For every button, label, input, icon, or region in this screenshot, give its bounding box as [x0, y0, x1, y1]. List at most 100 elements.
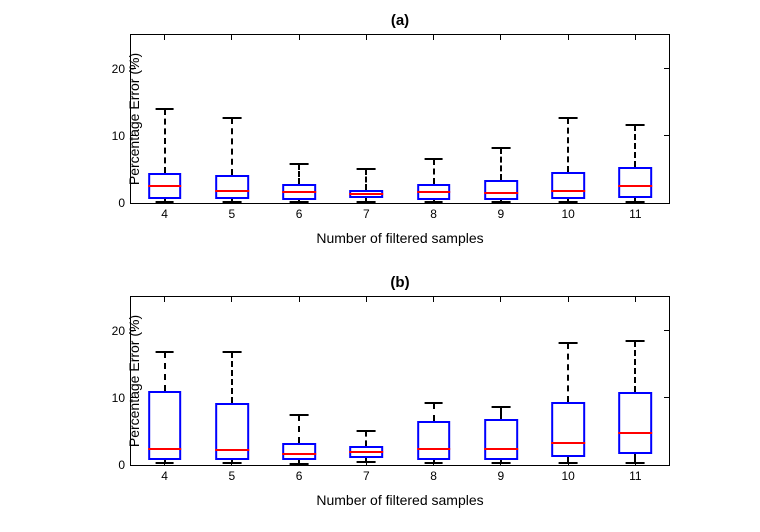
whisker-cap-upper	[626, 340, 645, 342]
panel-a-ylabel: Percentage Error (%)	[126, 53, 142, 185]
xtick-mark	[231, 35, 232, 40]
whisker-cap-upper	[357, 168, 376, 170]
whisker-cap-upper	[491, 147, 510, 149]
xtick-label: 6	[296, 469, 303, 483]
median-line	[350, 193, 384, 195]
xtick-label: 11	[629, 207, 641, 221]
panel-a-title: (a)	[130, 12, 670, 29]
median-line	[484, 448, 518, 450]
xtick-label: 9	[498, 207, 505, 221]
whisker-cap-upper	[491, 406, 510, 408]
panel-a-plot-area: 010204567891011	[130, 34, 670, 204]
box-rect	[619, 392, 653, 454]
whisker-cap-lower	[357, 201, 376, 203]
panel-a-xlabel: Number of filtered samples	[130, 230, 670, 246]
whisker-upper	[365, 169, 367, 189]
xtick-label: 5	[229, 207, 236, 221]
median-line	[484, 192, 518, 194]
whisker-cap-upper	[222, 117, 241, 119]
whisker-upper	[634, 125, 636, 167]
whisker-cap-lower	[626, 462, 645, 464]
median-line	[551, 442, 585, 444]
whisker-cap-lower	[155, 201, 174, 203]
whisker-cap-lower	[424, 462, 443, 464]
panel-a: (a) 010204567891011 Percentage Error (%)…	[130, 34, 670, 204]
median-line	[215, 449, 249, 451]
whisker-cap-upper	[290, 414, 309, 416]
whisker-cap-lower	[491, 462, 510, 464]
median-line	[619, 185, 653, 187]
whisker-cap-upper	[155, 108, 174, 110]
panel-b-plot-area: 010204567891011	[130, 296, 670, 466]
xtick-mark	[635, 297, 636, 302]
ytick-label: 10	[112, 391, 125, 405]
ytick-mark	[664, 203, 669, 204]
whisker-cap-upper	[222, 351, 241, 353]
box-rect	[484, 180, 518, 199]
whisker-cap-lower	[559, 201, 578, 203]
ytick-mark	[131, 203, 136, 204]
whisker-upper	[500, 407, 502, 419]
ytick-mark	[664, 397, 669, 398]
ytick-mark	[664, 68, 669, 69]
xtick-mark	[299, 35, 300, 40]
median-line	[148, 185, 182, 187]
ytick-label: 20	[112, 62, 125, 76]
xtick-mark	[231, 297, 232, 302]
xtick-mark	[568, 297, 569, 302]
whisker-cap-lower	[155, 462, 174, 464]
box-rect	[484, 419, 518, 459]
xtick-label: 7	[363, 469, 370, 483]
panel-b-title: (b)	[130, 274, 670, 291]
median-line	[417, 448, 451, 450]
median-line	[350, 451, 384, 453]
whisker-upper	[298, 164, 300, 184]
xtick-label: 9	[498, 469, 505, 483]
ytick-label: 10	[112, 129, 125, 143]
xtick-mark	[433, 35, 434, 40]
median-line	[417, 191, 451, 193]
whisker-cap-upper	[626, 124, 645, 126]
xtick-label: 10	[561, 469, 574, 483]
xtick-label: 5	[229, 469, 236, 483]
whisker-upper	[567, 118, 569, 172]
whisker-cap-upper	[424, 158, 443, 160]
whisker-upper	[433, 159, 435, 185]
whisker-cap-upper	[357, 430, 376, 432]
whisker-upper	[298, 415, 300, 443]
xtick-label: 8	[430, 207, 437, 221]
whisker-cap-upper	[559, 117, 578, 119]
xtick-label: 10	[561, 207, 574, 221]
whisker-upper	[231, 352, 233, 403]
median-line	[619, 432, 653, 434]
median-line	[282, 191, 316, 193]
median-line	[148, 448, 182, 450]
whisker-upper	[365, 431, 367, 446]
box-rect	[619, 167, 653, 198]
xtick-label: 4	[161, 207, 168, 221]
whisker-cap-lower	[559, 462, 578, 464]
xtick-mark	[164, 297, 165, 302]
xtick-mark	[500, 35, 501, 40]
xtick-label: 6	[296, 207, 303, 221]
whisker-cap-upper	[559, 342, 578, 344]
median-line	[282, 453, 316, 455]
ytick-label: 20	[112, 324, 125, 338]
xtick-mark	[366, 297, 367, 302]
whisker-cap-lower	[290, 201, 309, 203]
whisker-cap-lower	[357, 461, 376, 463]
xtick-label: 11	[629, 469, 641, 483]
whisker-cap-upper	[290, 163, 309, 165]
xtick-mark	[164, 35, 165, 40]
xtick-mark	[500, 297, 501, 302]
xtick-mark	[635, 35, 636, 40]
whisker-cap-lower	[290, 463, 309, 465]
whisker-cap-lower	[222, 201, 241, 203]
median-line	[215, 190, 249, 192]
xtick-mark	[299, 297, 300, 302]
whisker-cap-lower	[222, 462, 241, 464]
xtick-mark	[433, 297, 434, 302]
whisker-upper	[433, 403, 435, 420]
ytick-mark	[664, 135, 669, 136]
whisker-upper	[567, 343, 569, 402]
